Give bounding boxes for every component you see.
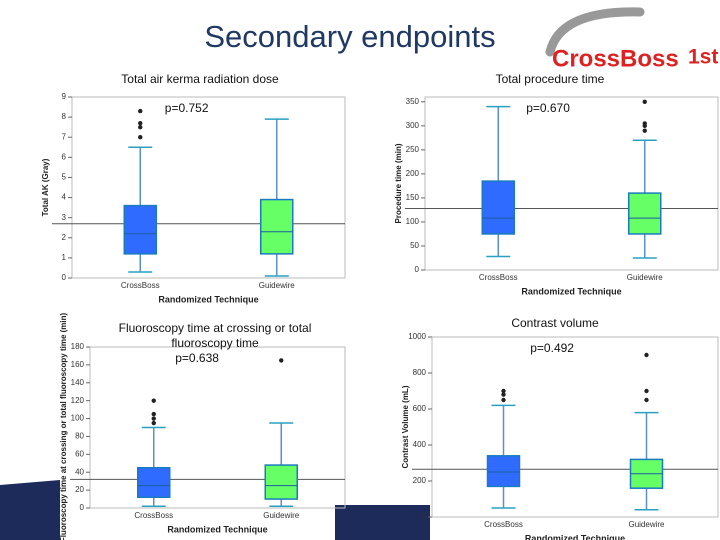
x-axis-label: Randomized Technique — [167, 524, 267, 534]
y-axis-label: Procedure time (min) — [394, 143, 403, 223]
y-tick-label: 120 — [71, 396, 85, 405]
y-tick-label: 8 — [62, 112, 67, 121]
outlier — [644, 397, 649, 403]
box — [260, 198, 294, 255]
y-tick-label: 140 — [71, 378, 85, 387]
y-tick-label: 600 — [413, 404, 427, 413]
y-tick-label: 1000 — [408, 332, 426, 341]
p-value: p=0.638 — [175, 351, 219, 365]
outlier — [138, 135, 143, 140]
y-tick-label: 9 — [62, 92, 67, 101]
y-tick-label: 40 — [75, 467, 84, 476]
panel-title: Total procedure time — [495, 72, 605, 86]
outlier — [151, 398, 156, 403]
y-tick-label: 300 — [406, 121, 420, 130]
y-tick-label: 1 — [62, 253, 67, 262]
y-tick-label: 20 — [75, 485, 84, 494]
outlier — [138, 120, 143, 126]
outlier — [501, 397, 506, 403]
plot-area — [89, 346, 346, 509]
y-tick-label: 800 — [413, 368, 427, 377]
y-tick-label: 200 — [406, 169, 420, 178]
outlier — [644, 352, 649, 358]
box — [486, 455, 521, 488]
x-tick-label: Guidewire — [627, 273, 664, 282]
y-tick-label: 5 — [62, 173, 67, 182]
y-tick-label: 200 — [413, 476, 427, 485]
logo: CrossBoss — [552, 45, 679, 72]
box — [481, 180, 515, 235]
p-value: p=0.492 — [530, 341, 574, 355]
outlier — [642, 99, 647, 105]
outlier — [279, 358, 284, 363]
y-tick-label: 150 — [406, 193, 420, 202]
footer-logo-bg — [0, 480, 60, 540]
x-tick-label: Guidewire — [259, 281, 296, 290]
y-tick-label: 2 — [62, 233, 67, 242]
panel-title: Contrast volume — [511, 316, 599, 330]
x-tick-label: Guidewire — [263, 511, 300, 520]
box — [123, 204, 157, 255]
plot-area — [424, 96, 719, 271]
y-tick-label: 50 — [410, 241, 419, 250]
x-tick-label: CrossBoss — [484, 520, 523, 529]
box — [628, 192, 662, 235]
box — [137, 467, 171, 499]
x-axis-label: Randomized Technique — [521, 286, 621, 296]
y-tick-label: 0 — [415, 265, 420, 274]
y-tick-label: 80 — [75, 432, 84, 441]
outlier — [644, 388, 649, 394]
x-axis-label: Randomized Technique — [158, 294, 258, 304]
y-tick-label: 3 — [62, 213, 67, 222]
y-tick-label: 160 — [71, 360, 85, 369]
y-tick-label: 0 — [422, 512, 427, 521]
y-tick-label: 400 — [413, 440, 427, 449]
y-tick-label: 7 — [62, 132, 67, 141]
outlier — [138, 124, 143, 130]
logo-suffix: 1st — [688, 46, 718, 69]
x-axis-label: Randomized Technique — [525, 533, 625, 540]
y-tick-label: 6 — [62, 152, 67, 161]
logo-device — [545, 7, 645, 57]
p-value: p=0.752 — [165, 101, 209, 115]
y-tick-label: 100 — [71, 414, 85, 423]
y-tick-label: 0 — [80, 503, 85, 512]
plot-area — [71, 96, 346, 279]
y-tick-label: 4 — [62, 193, 67, 202]
box — [264, 464, 298, 500]
p-value: p=0.670 — [526, 101, 570, 115]
outlier — [501, 392, 506, 397]
x-tick-label: CrossBoss — [479, 273, 518, 282]
y-tick-label: 250 — [406, 145, 420, 154]
panel-title: Total air kerma radiation dose — [121, 72, 279, 86]
y-tick-label: 100 — [406, 217, 420, 226]
outlier — [151, 416, 156, 421]
y-tick-label: 60 — [75, 449, 84, 458]
outlier — [138, 108, 143, 114]
footer-band — [335, 505, 430, 540]
slide-title: Secondary endpoints — [204, 19, 495, 54]
x-tick-label: CrossBoss — [121, 281, 160, 290]
x-tick-label: Guidewire — [628, 520, 665, 529]
outlier — [642, 128, 647, 133]
outlier — [501, 388, 506, 394]
y-tick-label: 350 — [406, 97, 420, 106]
y-axis-label: Total AK (Gray) — [41, 158, 50, 216]
plot-area — [431, 336, 719, 518]
y-axis-label: Fluoroscopy time at crossing or total fl… — [59, 312, 68, 540]
outlier — [151, 420, 156, 426]
x-tick-label: CrossBoss — [134, 511, 173, 520]
y-axis-label: Contrast Volume (mL) — [401, 385, 410, 468]
outlier — [642, 121, 647, 126]
y-tick-label: 180 — [71, 342, 85, 351]
y-tick-label: 0 — [62, 273, 67, 282]
panel-title: Fluoroscopy time at crossing or total fl… — [118, 321, 312, 350]
outlier — [151, 411, 156, 417]
